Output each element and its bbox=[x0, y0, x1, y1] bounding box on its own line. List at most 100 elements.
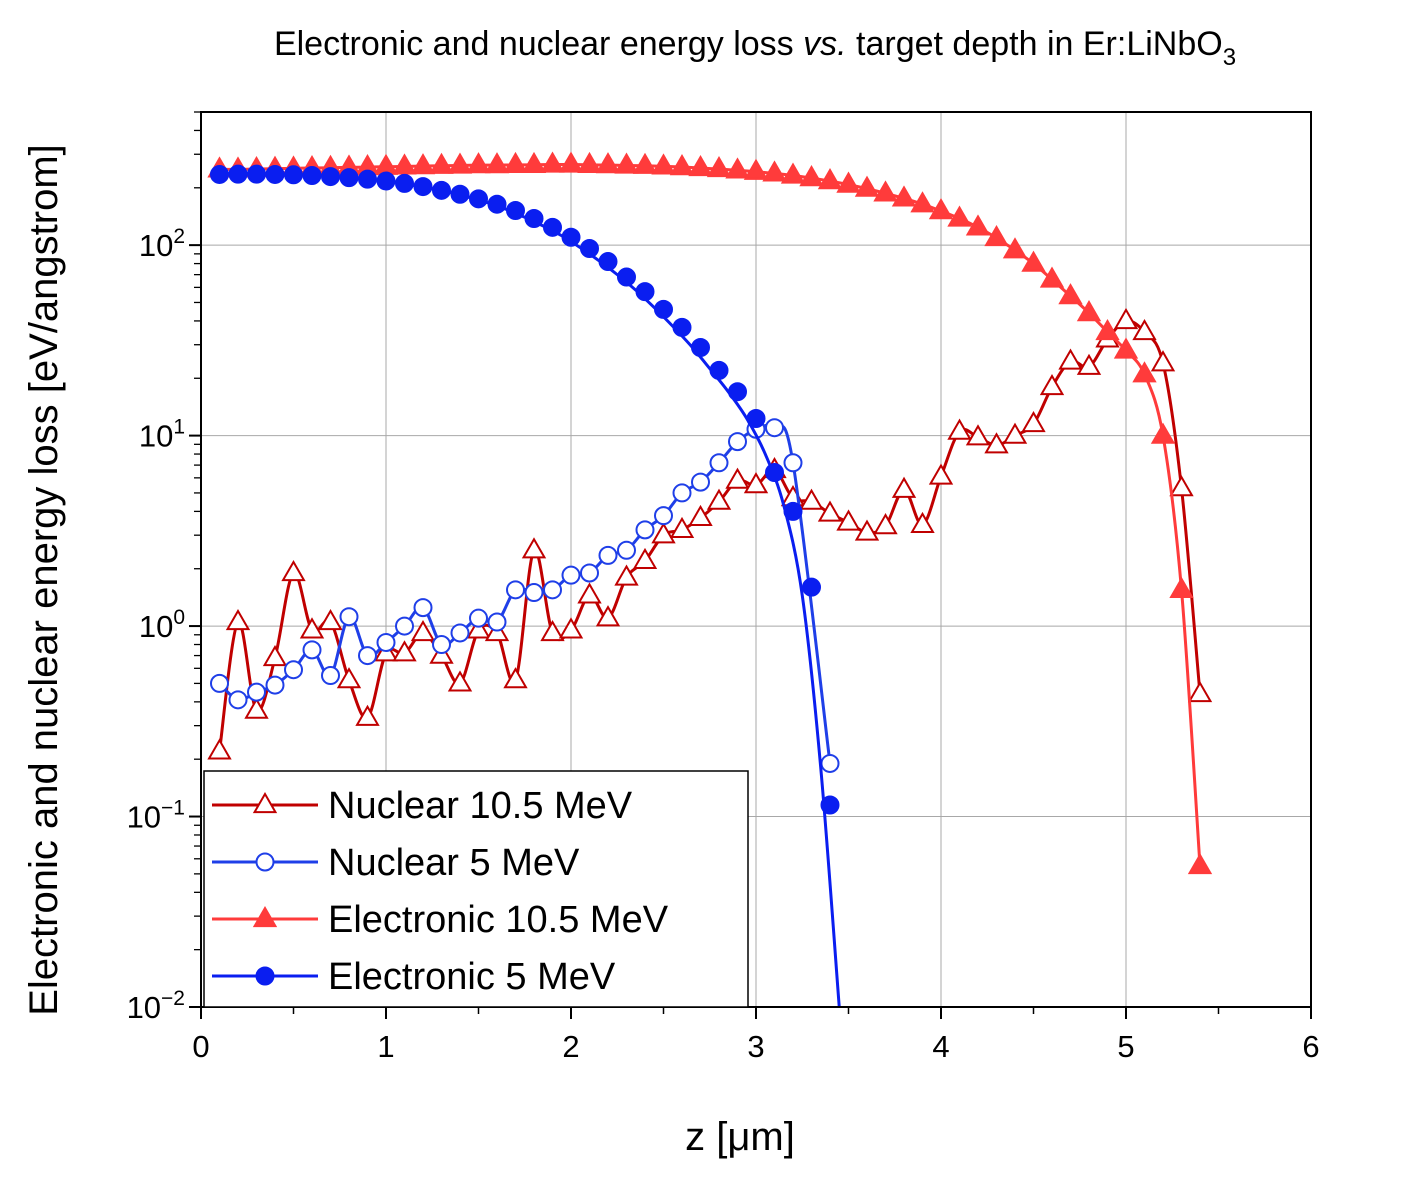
legend-label: Nuclear 5 MeV bbox=[328, 842, 580, 884]
data-point bbox=[1169, 576, 1194, 598]
legend-item: Electronic 10.5 MeV bbox=[212, 899, 669, 941]
data-point bbox=[558, 151, 584, 173]
axis-tick-labels: 0 1 2 3 4 5 6 10−2 10−1 100 101 102 bbox=[127, 225, 1320, 1064]
data-point bbox=[521, 151, 547, 173]
data-point bbox=[321, 167, 340, 187]
x-tick-label: 1 bbox=[377, 1029, 394, 1064]
data-point bbox=[691, 338, 710, 358]
legend-label: Electronic 10.5 MeV bbox=[328, 899, 669, 941]
data-point bbox=[820, 795, 840, 815]
data-point bbox=[632, 547, 658, 569]
data-point bbox=[210, 673, 229, 693]
data-point bbox=[706, 156, 732, 178]
data-point bbox=[265, 164, 285, 184]
data-point bbox=[743, 158, 769, 180]
data-point bbox=[484, 152, 510, 174]
data-point bbox=[410, 619, 436, 642]
legend-label: Electronic 5 MeV bbox=[328, 956, 616, 998]
data-point bbox=[598, 252, 618, 272]
legend-marker bbox=[255, 852, 275, 872]
data-point bbox=[595, 605, 621, 627]
data-point bbox=[524, 208, 544, 228]
plot-series bbox=[207, 151, 1213, 1008]
y-tick-label: 10−2 bbox=[127, 987, 185, 1025]
y-tick-label: 10−1 bbox=[127, 797, 185, 835]
data-point bbox=[691, 472, 710, 492]
data-point bbox=[743, 472, 769, 494]
data-point bbox=[1021, 411, 1046, 433]
series-nuclear-10-5-mev bbox=[207, 307, 1213, 760]
data-point bbox=[820, 753, 840, 773]
data-point bbox=[1058, 283, 1083, 305]
data-point bbox=[429, 152, 454, 174]
data-point bbox=[469, 608, 488, 628]
data-point bbox=[358, 169, 377, 189]
data-point bbox=[780, 162, 806, 184]
data-point bbox=[521, 537, 547, 559]
data-point bbox=[598, 545, 618, 565]
data-point bbox=[577, 151, 602, 173]
data-point bbox=[836, 509, 861, 531]
data-point bbox=[984, 432, 1009, 454]
data-point bbox=[965, 214, 991, 236]
data-point bbox=[1187, 680, 1213, 703]
data-point bbox=[669, 516, 695, 539]
legend-item: Electronic 5 MeV bbox=[212, 956, 616, 998]
data-point bbox=[799, 488, 824, 510]
data-point bbox=[651, 522, 676, 544]
data-point bbox=[339, 607, 359, 627]
data-point bbox=[672, 483, 692, 503]
data-point bbox=[617, 267, 636, 287]
data-point bbox=[1058, 348, 1083, 370]
data-point bbox=[432, 635, 451, 655]
x-tick-label: 2 bbox=[562, 1029, 579, 1064]
data-point bbox=[577, 582, 602, 604]
data-point bbox=[783, 453, 803, 473]
data-point bbox=[432, 180, 451, 200]
data-point bbox=[302, 166, 322, 186]
data-point bbox=[651, 153, 676, 175]
legend-marker bbox=[252, 791, 278, 814]
data-point bbox=[207, 738, 232, 760]
data-point bbox=[284, 165, 303, 185]
x-tick-label: 6 bbox=[1302, 1029, 1319, 1064]
data-point bbox=[654, 299, 673, 319]
data-point bbox=[669, 154, 695, 176]
legend-box bbox=[203, 770, 749, 1008]
data-point bbox=[561, 565, 581, 585]
data-point bbox=[614, 564, 639, 586]
data-point bbox=[339, 168, 359, 188]
legend-item: Nuclear 10.5 MeV bbox=[212, 785, 633, 827]
data-point bbox=[947, 205, 972, 227]
data-point bbox=[854, 175, 880, 197]
data-point bbox=[506, 200, 525, 220]
data-point bbox=[543, 580, 562, 600]
data-point bbox=[392, 640, 417, 662]
data-point bbox=[413, 177, 433, 197]
y-tick-label: 101 bbox=[139, 416, 185, 454]
data-point bbox=[746, 408, 766, 428]
data-point bbox=[284, 660, 303, 680]
data-point bbox=[447, 152, 473, 174]
data-point bbox=[635, 520, 655, 540]
data-point bbox=[376, 171, 396, 191]
data-point bbox=[891, 185, 917, 207]
data-point bbox=[302, 640, 322, 660]
data-point bbox=[503, 667, 528, 689]
data-point bbox=[725, 467, 750, 489]
data-point bbox=[783, 501, 803, 521]
x-tick-label: 3 bbox=[747, 1029, 764, 1064]
data-point bbox=[1150, 422, 1176, 444]
data-point bbox=[395, 616, 414, 636]
y-axis-label: Electronic and nuclear energy loss [eV/a… bbox=[22, 144, 66, 1016]
data-point bbox=[654, 506, 673, 526]
data-point bbox=[765, 418, 784, 438]
data-point bbox=[561, 227, 581, 247]
data-point bbox=[947, 418, 972, 440]
y-tick-label: 100 bbox=[139, 606, 185, 644]
data-point bbox=[672, 317, 692, 337]
data-point bbox=[336, 667, 362, 689]
data-point bbox=[503, 151, 528, 173]
data-point bbox=[247, 164, 266, 184]
data-point bbox=[395, 173, 414, 193]
